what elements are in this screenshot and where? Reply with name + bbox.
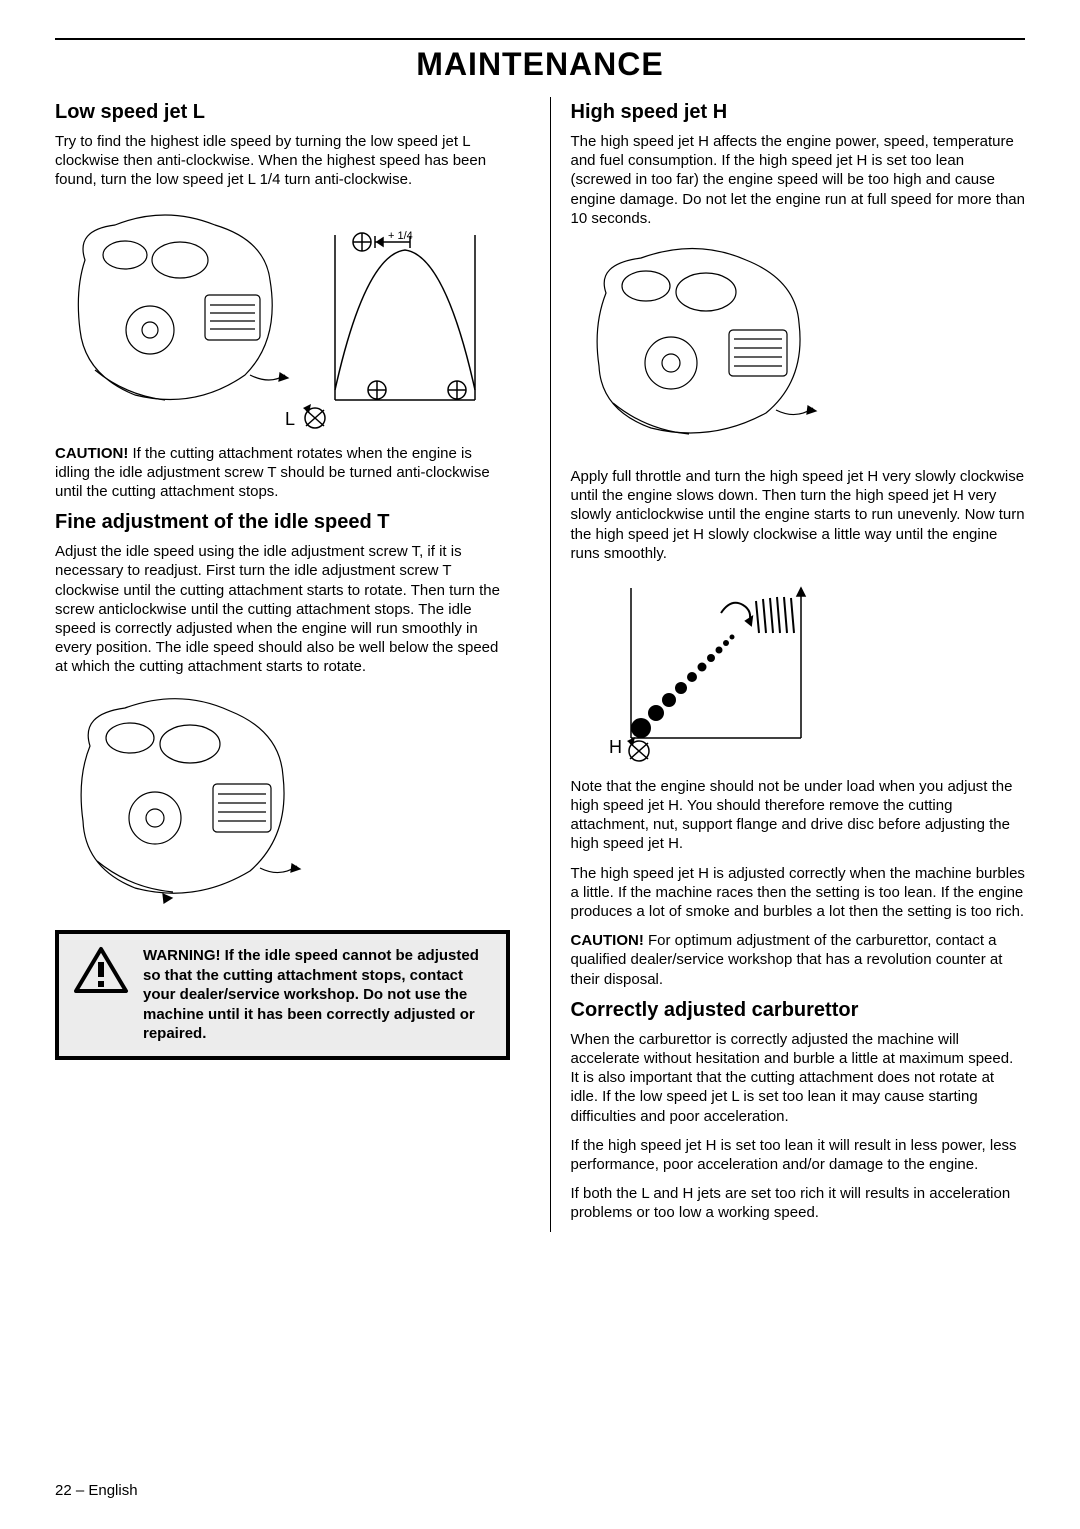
para-correct-2: If the high speed jet H is set too lean … bbox=[571, 1136, 1026, 1174]
para-high-3: Note that the engine should not be under… bbox=[571, 777, 1026, 854]
warning-icon bbox=[73, 946, 129, 996]
caution-label-2: CAUTION! bbox=[571, 932, 644, 949]
para-high-1: The high speed jet H affects the engine … bbox=[571, 132, 1026, 228]
caution-high: CAUTION! For optimum adjustment of the c… bbox=[571, 931, 1026, 989]
heading-high-speed: High speed jet H bbox=[571, 101, 1026, 124]
para-high-2: Apply full throttle and turn the high sp… bbox=[571, 467, 1026, 563]
page-footer: 22 – English bbox=[55, 1482, 138, 1499]
label-L: L bbox=[285, 409, 295, 429]
heading-fine-adjust: Fine adjustment of the idle speed T bbox=[55, 511, 510, 534]
para-low-speed: Try to find the highest idle speed by tu… bbox=[55, 132, 510, 190]
heading-correct-carb: Correctly adjusted carburettor bbox=[571, 999, 1026, 1022]
right-column: High speed jet H The high speed jet H af… bbox=[550, 97, 1026, 1232]
caution-label: CAUTION! bbox=[55, 445, 128, 462]
para-high-4: The high speed jet H is adjusted correct… bbox=[571, 864, 1026, 922]
diagram-high-curve: H bbox=[571, 573, 1026, 763]
heading-low-speed: Low speed jet L bbox=[55, 101, 510, 124]
left-column: Low speed jet L Try to find the highest … bbox=[55, 97, 520, 1232]
para-correct-3: If both the L and H jets are set too ric… bbox=[571, 1184, 1026, 1222]
diagram-fine-adjust bbox=[55, 686, 510, 916]
para-fine-adjust: Adjust the idle speed using the idle adj… bbox=[55, 542, 510, 676]
caution-low: CAUTION! If the cutting attachment rotat… bbox=[55, 444, 510, 502]
diagram-low-speed: + 1/4 L bbox=[55, 200, 510, 430]
label-quarter: + 1/4 bbox=[388, 230, 413, 242]
para-correct-1: When the carburettor is correctly adjust… bbox=[571, 1030, 1026, 1126]
warning-text: WARNING! If the idle speed cannot be adj… bbox=[143, 946, 492, 1044]
page-title: MAINTENANCE bbox=[55, 46, 1025, 83]
warning-box: WARNING! If the idle speed cannot be adj… bbox=[55, 930, 510, 1060]
label-H: H bbox=[609, 737, 622, 757]
diagram-high-speed bbox=[571, 238, 1026, 453]
